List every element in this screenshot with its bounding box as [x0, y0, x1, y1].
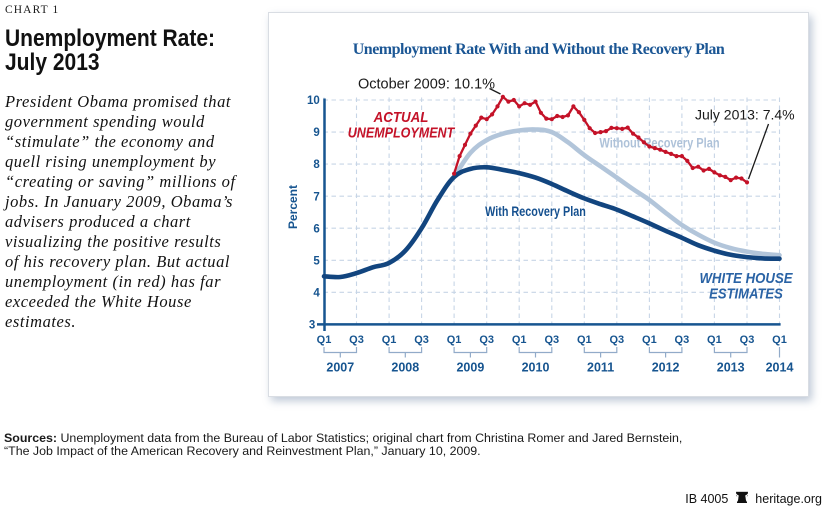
svg-text:Q1: Q1 [707, 334, 722, 346]
svg-text:3: 3 [309, 320, 315, 332]
svg-text:Without Recovery Plan: Without Recovery Plan [599, 135, 719, 151]
svg-text:6: 6 [313, 223, 319, 235]
svg-text:2008: 2008 [391, 361, 419, 375]
svg-text:Q3: Q3 [675, 334, 690, 346]
svg-text:7: 7 [313, 191, 319, 203]
svg-text:Unemployment Rate With and Wit: Unemployment Rate With and Without the R… [353, 41, 725, 58]
svg-text:2014: 2014 [766, 361, 794, 375]
svg-text:With Recovery Plan: With Recovery Plan [485, 204, 586, 219]
svg-text:2010: 2010 [522, 361, 550, 375]
svg-text:Q3: Q3 [414, 334, 429, 346]
svg-text:2013: 2013 [717, 361, 745, 375]
svg-text:Percent: Percent [286, 185, 300, 229]
svg-text:2009: 2009 [456, 361, 484, 375]
svg-text:Q1: Q1 [317, 334, 332, 346]
svg-text:Q1: Q1 [642, 334, 657, 346]
svg-text:Q3: Q3 [740, 334, 755, 346]
svg-text:July 2013: 7.4%: July 2013: 7.4% [695, 107, 795, 123]
svg-text:WHITE HOUSE: WHITE HOUSE [699, 269, 793, 286]
svg-text:October 2009: 10.1%: October 2009: 10.1% [358, 77, 495, 93]
svg-text:5: 5 [313, 255, 320, 267]
svg-text:Q1: Q1 [382, 334, 397, 346]
svg-text:Q3: Q3 [544, 334, 559, 346]
svg-text:ESTIMATES: ESTIMATES [709, 286, 783, 302]
svg-text:UNEMPLOYMENT: UNEMPLOYMENT [348, 125, 456, 141]
svg-text:8: 8 [313, 159, 320, 171]
svg-text:Q3: Q3 [479, 334, 494, 346]
svg-text:10: 10 [307, 95, 320, 107]
svg-text:Q1: Q1 [512, 334, 527, 346]
svg-text:Q3: Q3 [609, 334, 624, 346]
svg-text:ACTUAL: ACTUAL [373, 108, 429, 125]
svg-text:Q1: Q1 [447, 334, 462, 346]
svg-text:Q3: Q3 [349, 334, 364, 346]
svg-text:4: 4 [313, 287, 320, 299]
svg-text:2012: 2012 [652, 361, 680, 375]
svg-text:9: 9 [313, 127, 319, 139]
svg-text:Q1: Q1 [577, 334, 592, 346]
svg-text:2011: 2011 [587, 361, 614, 375]
svg-text:2007: 2007 [326, 361, 354, 375]
svg-text:Q1: Q1 [772, 334, 787, 346]
